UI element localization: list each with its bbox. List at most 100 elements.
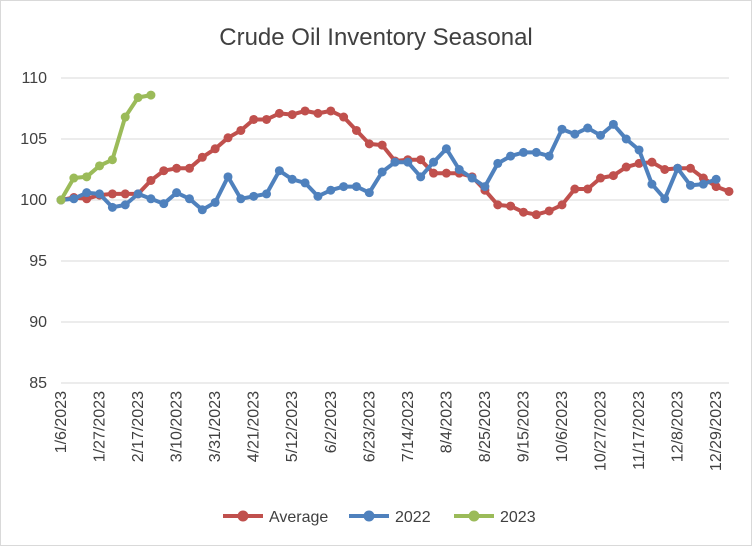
data-point-average bbox=[429, 168, 439, 178]
data-point-2022 bbox=[313, 191, 323, 201]
data-point-average bbox=[570, 184, 580, 194]
data-point-2022 bbox=[557, 124, 567, 134]
data-point-2022 bbox=[416, 172, 426, 182]
data-point-average bbox=[107, 189, 117, 199]
data-point-average bbox=[197, 152, 207, 162]
series-lines bbox=[56, 90, 734, 220]
data-point-2022 bbox=[493, 158, 503, 168]
y-tick-label: 110 bbox=[21, 70, 47, 87]
data-point-average bbox=[647, 157, 657, 167]
y-tick-label: 100 bbox=[20, 192, 47, 209]
data-point-2022 bbox=[326, 185, 336, 195]
y-tick-label: 95 bbox=[29, 253, 47, 270]
data-point-2023 bbox=[95, 161, 105, 171]
data-point-2022 bbox=[698, 179, 708, 189]
y-tick-label: 85 bbox=[29, 375, 47, 392]
data-point-average bbox=[441, 168, 451, 178]
x-tick-label: 3/10/2023 bbox=[169, 391, 186, 462]
x-tick-label: 4/21/2023 bbox=[246, 391, 263, 462]
data-point-average bbox=[685, 163, 695, 173]
data-point-average bbox=[172, 163, 182, 173]
data-point-average bbox=[159, 166, 169, 176]
data-point-2022 bbox=[287, 174, 297, 184]
data-point-2022 bbox=[339, 182, 349, 192]
data-point-average bbox=[711, 182, 721, 192]
x-tick-label: 8/4/2023 bbox=[438, 391, 455, 453]
x-tick-label: 1/6/2023 bbox=[53, 391, 70, 453]
legend-item-average: Average bbox=[223, 509, 328, 526]
x-tick-label: 10/6/2023 bbox=[554, 391, 571, 462]
legend-marker-2023 bbox=[468, 510, 480, 522]
data-point-2022 bbox=[210, 197, 220, 207]
legend-marker-2022 bbox=[363, 510, 375, 522]
data-point-average bbox=[364, 139, 374, 149]
data-point-2022 bbox=[518, 147, 528, 157]
data-point-2022 bbox=[480, 182, 490, 192]
data-point-2022 bbox=[467, 173, 477, 183]
data-point-average bbox=[184, 163, 194, 173]
x-tick-label: 11/17/2023 bbox=[631, 391, 648, 470]
series-line-2023 bbox=[59, 93, 153, 202]
x-tick-label: 6/23/2023 bbox=[361, 391, 378, 462]
data-point-average bbox=[351, 125, 361, 135]
data-point-2023 bbox=[82, 172, 92, 182]
data-point-average bbox=[544, 206, 554, 216]
x-tick-label: 1/27/2023 bbox=[92, 391, 109, 462]
data-point-average bbox=[287, 110, 297, 120]
data-point-average bbox=[660, 165, 670, 174]
data-point-average bbox=[621, 162, 631, 172]
data-point-2022 bbox=[172, 188, 182, 198]
data-point-2022 bbox=[647, 179, 657, 189]
data-point-average bbox=[249, 114, 259, 124]
data-point-2022 bbox=[390, 157, 400, 167]
data-point-2022 bbox=[429, 157, 439, 167]
data-point-2022 bbox=[673, 163, 683, 173]
data-point-average bbox=[377, 140, 387, 150]
data-point-2022 bbox=[249, 191, 259, 201]
data-point-2022 bbox=[621, 134, 631, 144]
x-tick-label: 5/12/2023 bbox=[284, 391, 301, 462]
series-2023 bbox=[56, 90, 156, 205]
legend-item-2022: 2022 bbox=[349, 509, 431, 526]
data-point-2022 bbox=[95, 189, 105, 199]
data-point-2022 bbox=[197, 205, 207, 215]
series-2022 bbox=[56, 119, 721, 215]
legend-label-2023: 2023 bbox=[500, 509, 536, 526]
data-point-average bbox=[518, 207, 528, 217]
data-point-2023 bbox=[69, 173, 79, 183]
data-point-2022 bbox=[608, 119, 618, 129]
data-point-2023 bbox=[133, 93, 143, 103]
data-point-average bbox=[262, 114, 272, 124]
data-point-average bbox=[313, 108, 323, 118]
data-point-average bbox=[493, 200, 503, 210]
data-point-2022 bbox=[274, 166, 284, 176]
legend-item-2023: 2023 bbox=[454, 509, 536, 526]
data-point-average bbox=[146, 175, 156, 185]
data-point-average bbox=[416, 155, 426, 165]
data-point-2022 bbox=[685, 180, 695, 190]
data-point-2022 bbox=[82, 188, 92, 198]
gridlines bbox=[61, 77, 729, 384]
data-point-2022 bbox=[351, 182, 361, 192]
data-point-2022 bbox=[300, 178, 310, 188]
x-tick-label: 7/14/2023 bbox=[400, 391, 417, 462]
x-tick-label: 8/25/2023 bbox=[477, 391, 494, 462]
x-tick-label: 2/17/2023 bbox=[130, 391, 147, 462]
y-axis-ticks: 85 90 95 100 105 110 bbox=[20, 70, 47, 392]
data-point-average bbox=[326, 106, 336, 116]
y-tick-label: 90 bbox=[29, 314, 47, 331]
data-point-2022 bbox=[634, 145, 644, 155]
x-tick-label: 12/8/2023 bbox=[670, 391, 687, 462]
data-point-average bbox=[223, 133, 233, 143]
data-point-average bbox=[596, 173, 606, 183]
data-point-2022 bbox=[107, 202, 117, 212]
data-point-2022 bbox=[184, 194, 194, 204]
data-point-2022 bbox=[441, 144, 451, 154]
data-point-2022 bbox=[660, 194, 670, 204]
data-point-average bbox=[236, 125, 246, 135]
data-point-2022 bbox=[159, 199, 169, 209]
data-point-2023 bbox=[56, 195, 66, 205]
x-tick-label: 9/15/2023 bbox=[515, 391, 532, 462]
